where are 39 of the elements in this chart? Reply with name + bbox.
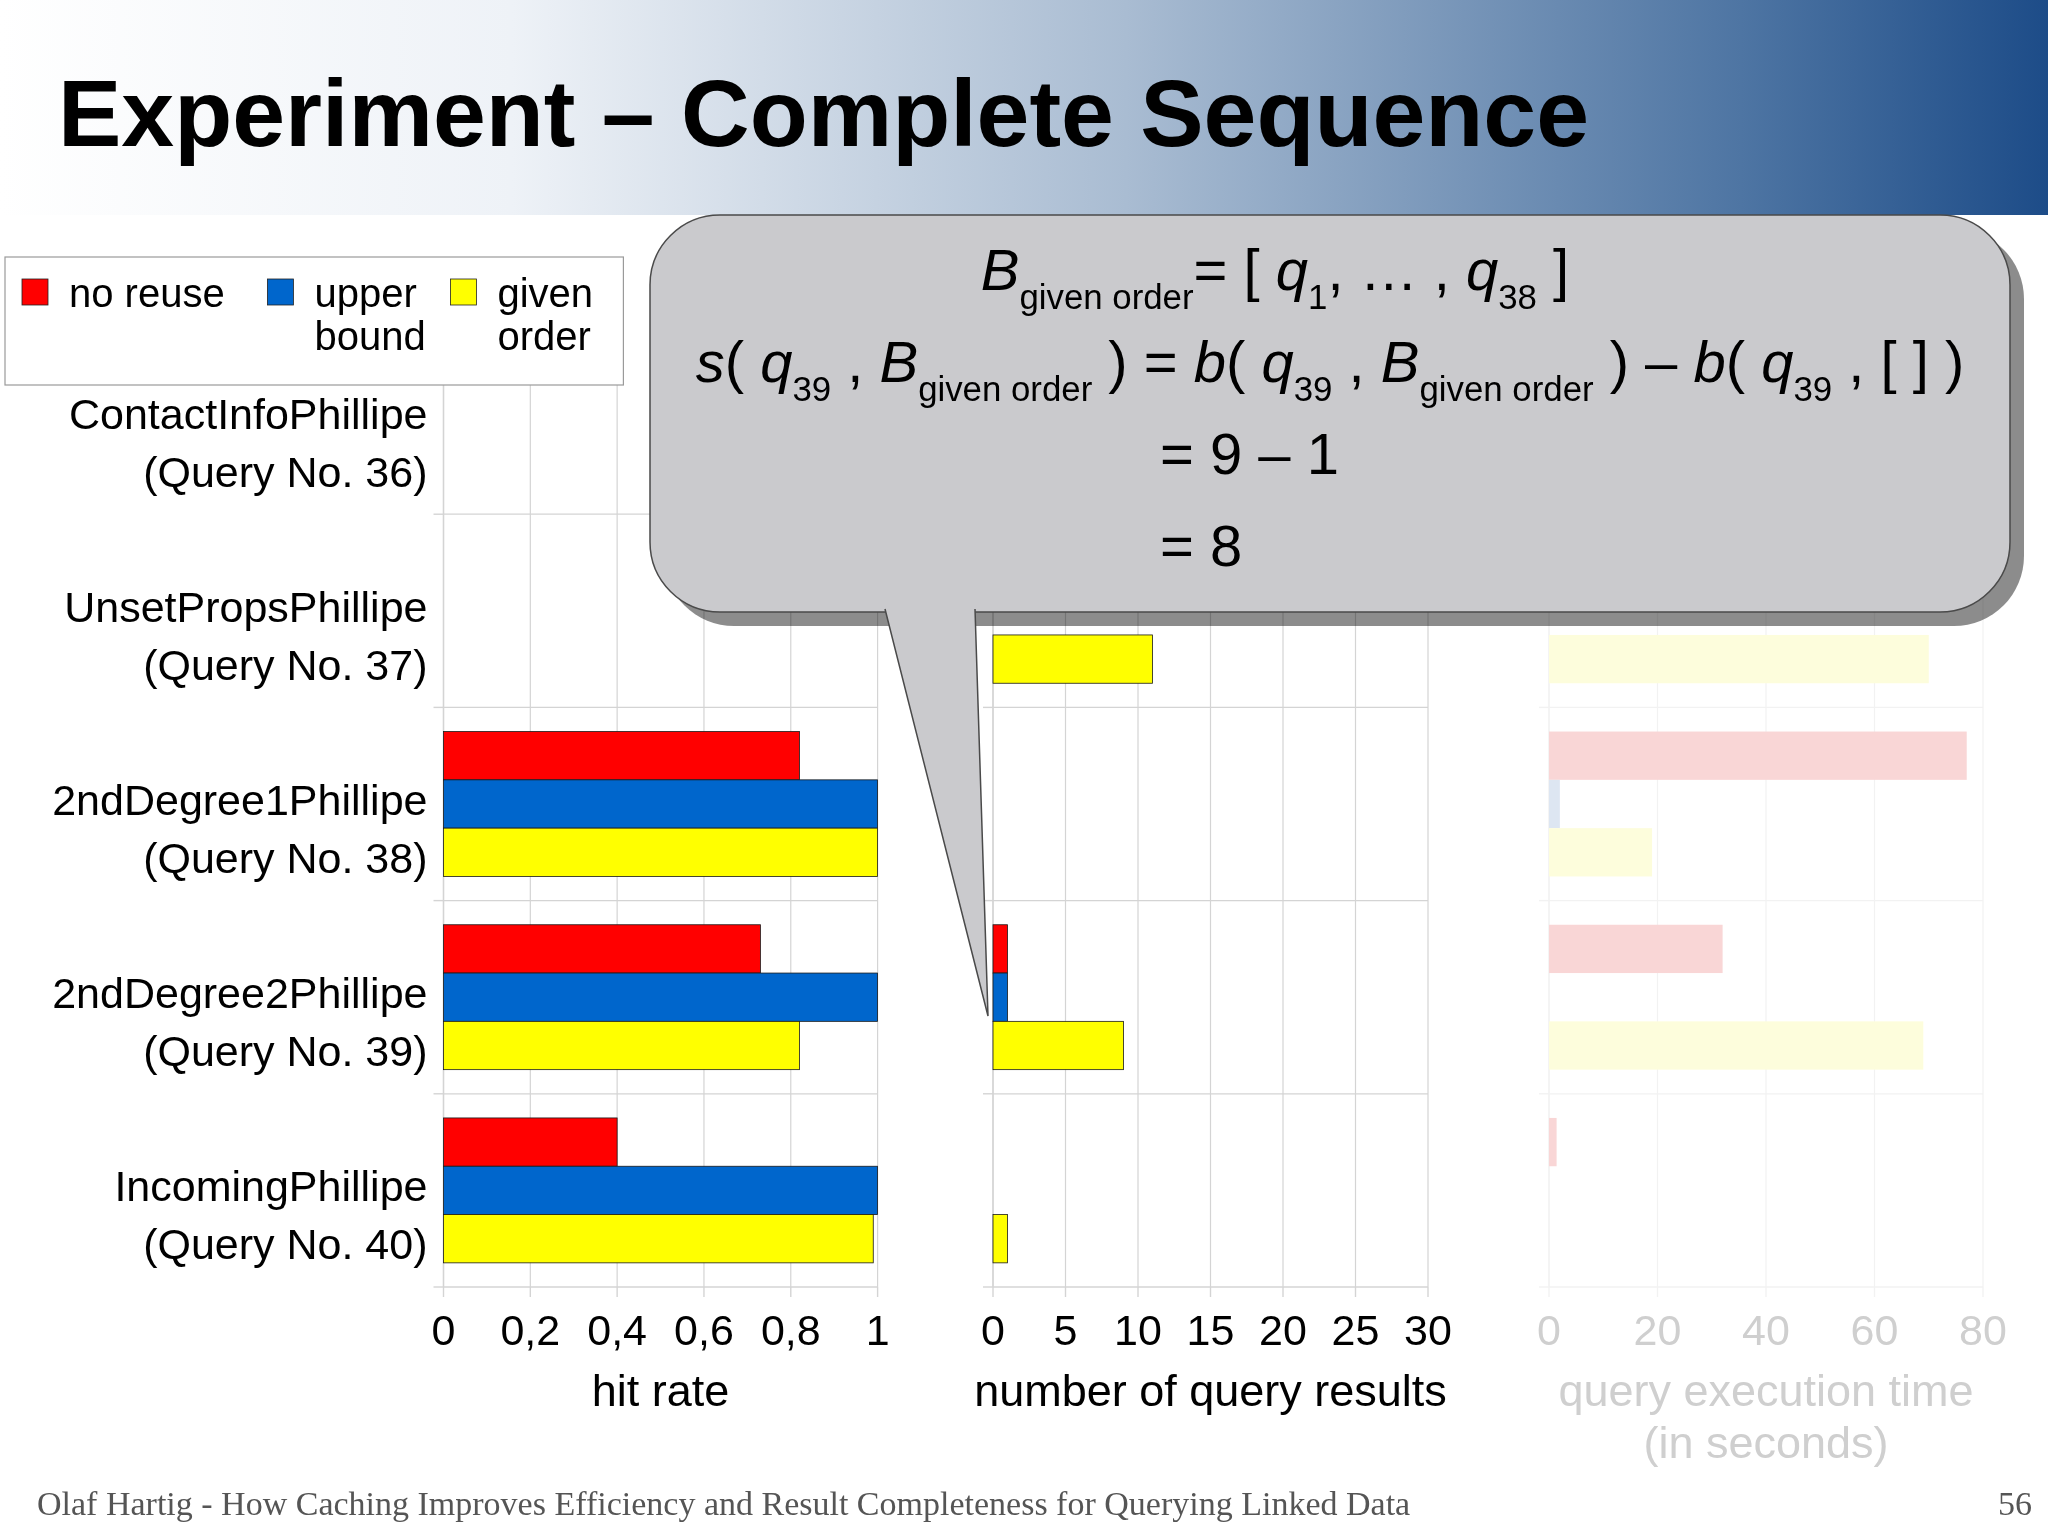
x-axis-title: number of query results [974, 1365, 1447, 1416]
bar [1549, 1117, 1557, 1167]
bar [1549, 1021, 1924, 1070]
x-tick-label: 20 [1259, 1306, 1307, 1354]
legend-label: no reuse [69, 271, 225, 315]
bar [992, 634, 1153, 684]
legend-label: upper bound [314, 271, 426, 358]
x-tick-label: 0 [431, 1306, 456, 1354]
x-tick-label: 0,8 [760, 1306, 821, 1354]
bar [1549, 731, 1967, 780]
x-tick-label: 0 [981, 1306, 1005, 1354]
bar [1549, 924, 1723, 974]
y-tick-label: 2ndDegree1Phillipe (Query No. 38) [52, 776, 428, 882]
y-tick-label: UnsetPropsPhillipe (Query No. 37) [64, 582, 428, 689]
x-tick-label: 1 [865, 1306, 890, 1354]
x-axis-title: hit rate [591, 1365, 730, 1416]
x-tick-label: 15 [1186, 1306, 1235, 1354]
x-tick-label: 5 [1053, 1306, 1078, 1354]
x-tick-label: 0,4 [587, 1306, 648, 1354]
text: 56 [1998, 1485, 2032, 1522]
legend-label: given order [497, 271, 594, 358]
bar [1549, 634, 1929, 684]
text: B$_{given order}$= [ q$_{1}$, … , q$_{38}$ ] [980, 237, 1570, 316]
y-tick-label: 2ndDegree2Phillipe (Query No. 39) [52, 969, 428, 1076]
bar [1549, 779, 1560, 829]
y-tick-label: IncomingPhillipe (Query No. 40) [114, 1162, 428, 1269]
annotation: = 9 – 1 [1160, 421, 1339, 486]
text: s( q$_{39}$ , B$_{given order}$ ) = b( q$_{39}$ , B$_{given order}$ ) – b( q$_{39}$ , [ ] ) [695, 329, 1965, 408]
y-tick-label: ContactInfoPhillipe (Query No. 36) [68, 389, 428, 496]
x-tick-label: 25 [1331, 1306, 1380, 1354]
bar [992, 1214, 1008, 1264]
annotation: = 8 [1160, 513, 1243, 578]
text: Olaf Hartig - How Caching Improves Efficiency and Result Completeness for Querying Linked Data [37, 1485, 1411, 1522]
bar [1549, 828, 1653, 877]
chart-title: Experiment – Complete Sequence [58, 60, 1590, 166]
x-tick-label: 0,6 [674, 1306, 734, 1354]
x-tick-label: 30 [1404, 1306, 1452, 1354]
x-tick-label: 0,2 [500, 1306, 561, 1354]
x-tick-label: 10 [1114, 1306, 1162, 1354]
